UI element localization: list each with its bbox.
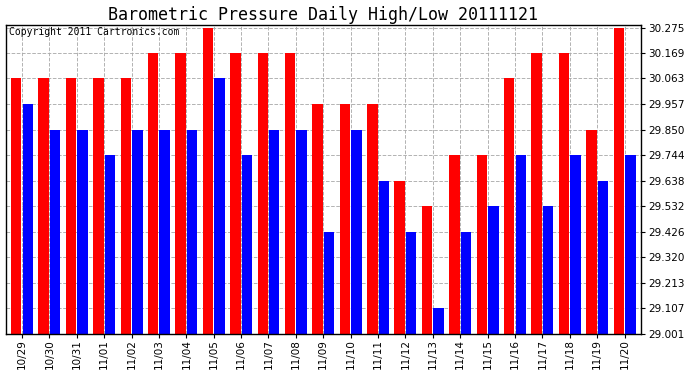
Bar: [257, 53, 268, 334]
Bar: [132, 130, 143, 334]
Bar: [461, 232, 471, 334]
Bar: [148, 53, 159, 334]
Bar: [241, 155, 252, 334]
Bar: [613, 27, 624, 334]
Bar: [488, 206, 499, 334]
Bar: [367, 104, 377, 334]
Bar: [449, 155, 460, 334]
Bar: [571, 155, 581, 334]
Bar: [339, 104, 350, 334]
Bar: [121, 78, 131, 334]
Bar: [159, 130, 170, 334]
Bar: [625, 155, 635, 334]
Bar: [395, 181, 405, 334]
Bar: [187, 130, 197, 334]
Bar: [515, 155, 526, 334]
Bar: [269, 130, 279, 334]
Bar: [422, 206, 433, 334]
Bar: [324, 232, 334, 334]
Bar: [23, 104, 33, 334]
Bar: [175, 53, 186, 334]
Bar: [586, 130, 597, 334]
Bar: [285, 53, 295, 334]
Title: Barometric Pressure Daily High/Low 20111121: Barometric Pressure Daily High/Low 20111…: [108, 6, 538, 24]
Bar: [406, 232, 416, 334]
Text: Copyright 2011 Cartronics.com: Copyright 2011 Cartronics.com: [9, 27, 179, 37]
Bar: [477, 155, 487, 334]
Bar: [66, 78, 76, 334]
Bar: [351, 130, 362, 334]
Bar: [598, 181, 608, 334]
Bar: [543, 206, 553, 334]
Bar: [297, 130, 307, 334]
Bar: [215, 78, 225, 334]
Bar: [77, 130, 88, 334]
Bar: [531, 53, 542, 334]
Bar: [559, 53, 569, 334]
Bar: [39, 78, 49, 334]
Bar: [203, 27, 213, 334]
Bar: [504, 78, 515, 334]
Bar: [11, 78, 21, 334]
Bar: [433, 308, 444, 334]
Bar: [93, 78, 104, 334]
Bar: [230, 53, 241, 334]
Bar: [313, 104, 323, 334]
Bar: [50, 130, 60, 334]
Bar: [379, 181, 389, 334]
Bar: [105, 155, 115, 334]
